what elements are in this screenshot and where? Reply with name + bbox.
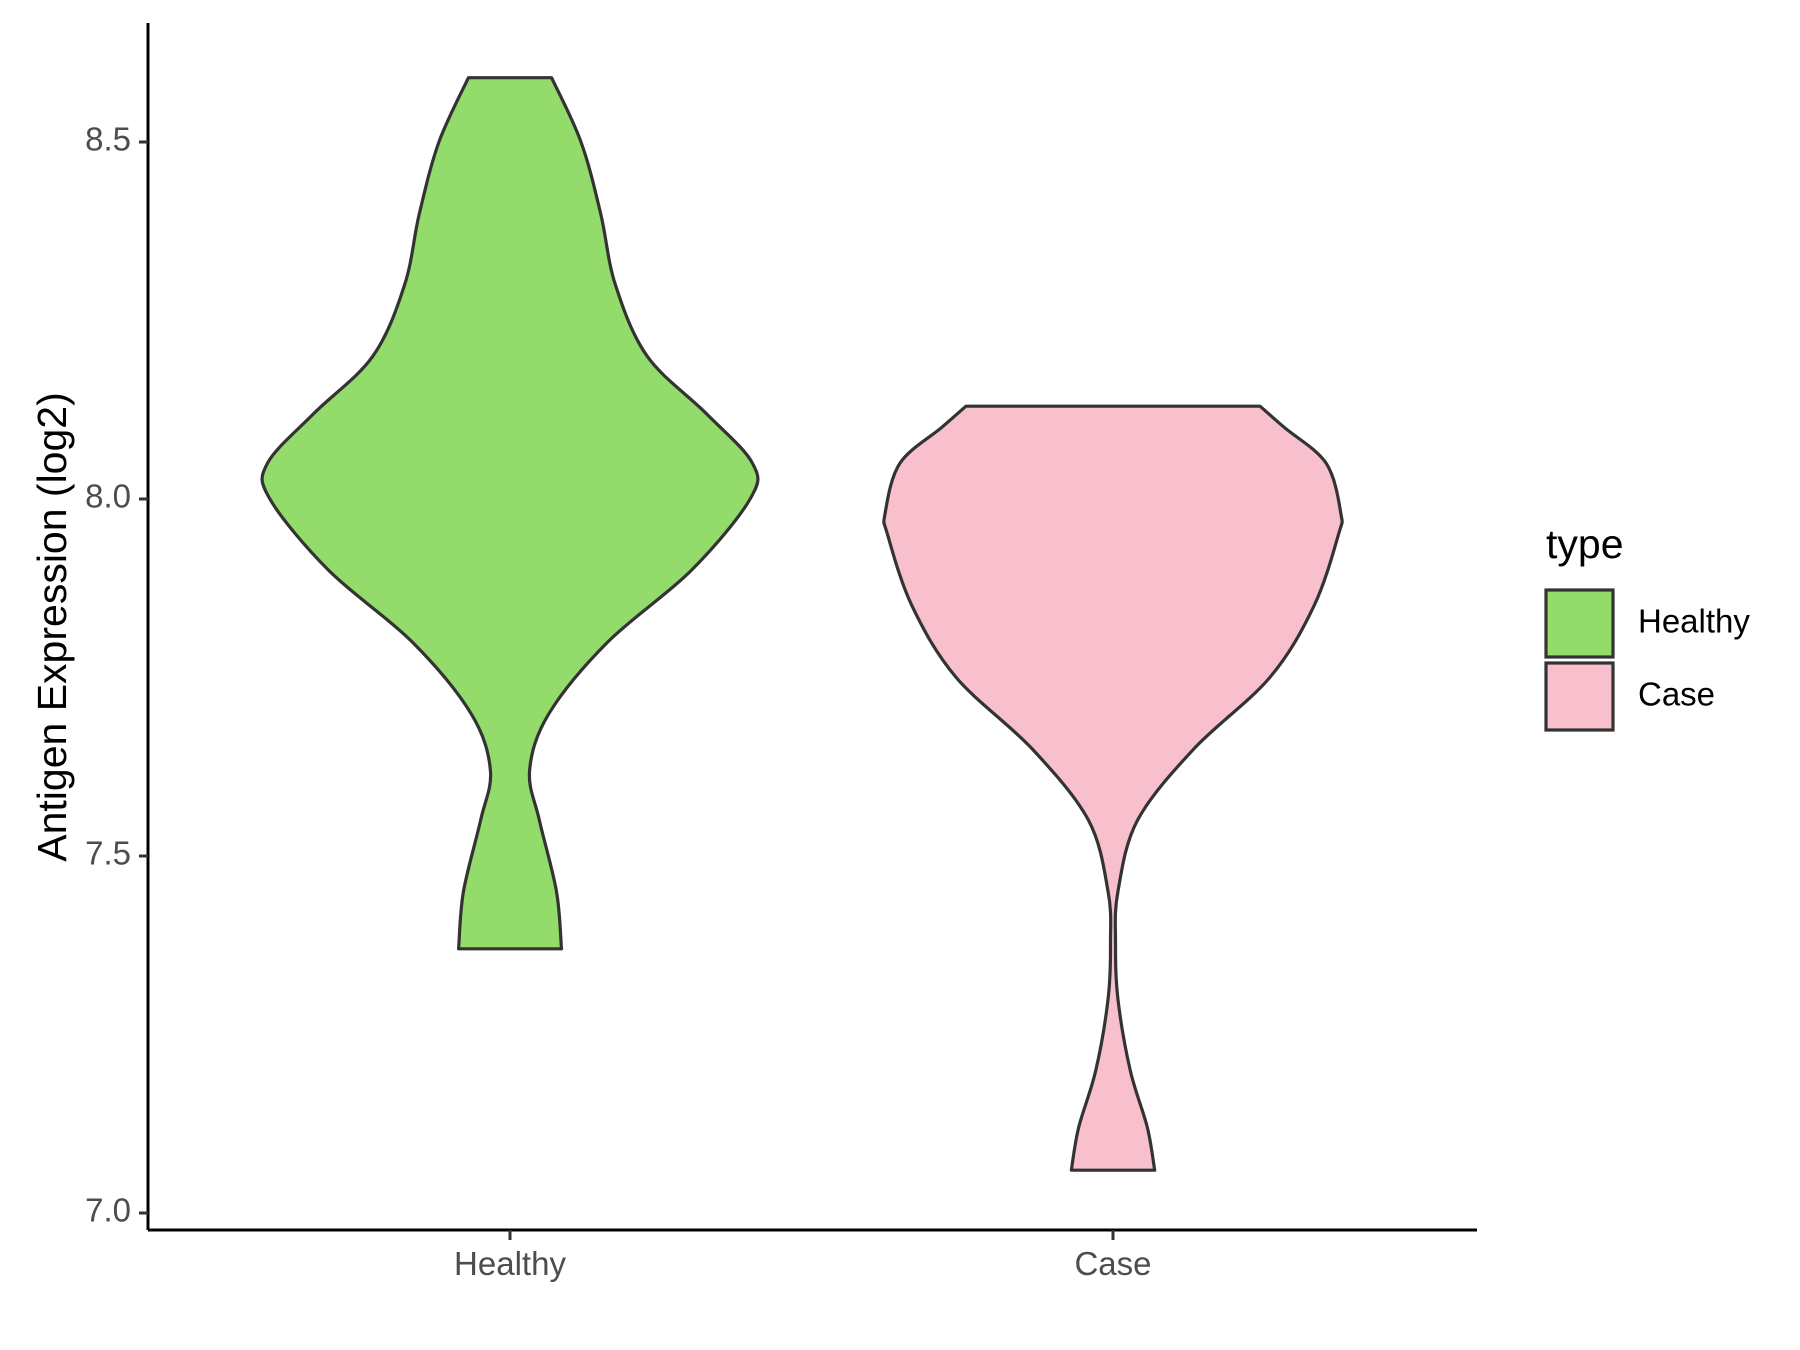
- violin-case: [882, 404, 1344, 1172]
- legend-key-healthy: [1544, 588, 1615, 659]
- x-tick-label-healthy: Healthy: [454, 1245, 566, 1282]
- legend-items: Healthy Case: [1544, 588, 1750, 732]
- y-axis-ticks: 7.0 7.5 8.0 8.5: [85, 121, 148, 1229]
- legend-label-case: Case: [1638, 676, 1715, 713]
- y-tick-label: 8.5: [85, 121, 131, 158]
- legend-title: type: [1546, 521, 1624, 567]
- axes-layer: 7.0 7.5 8.0 8.5 Healthy Case: [85, 23, 1477, 1282]
- y-tick-label: 7.5: [85, 835, 131, 872]
- x-tick-label-case: Case: [1074, 1245, 1151, 1282]
- y-axis-title: Antigen Expression (log2): [29, 392, 75, 861]
- legend: type Healthy Case: [1544, 521, 1750, 732]
- x-axis-ticks: Healthy Case: [454, 1230, 1152, 1282]
- legend-key-case: [1544, 661, 1615, 732]
- y-tick-label: 8.0: [85, 478, 131, 515]
- violins-layer: [260, 76, 1344, 1172]
- violin-healthy: [260, 76, 760, 951]
- y-tick-label: 7.0: [85, 1192, 131, 1229]
- legend-label-healthy: Healthy: [1638, 603, 1750, 640]
